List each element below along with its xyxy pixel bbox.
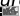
Text: Figure 2: Figure 2 — [0, 0, 20, 10]
Line: Yeast FRBD (TOR2): Yeast FRBD (TOR2) — [0, 2, 20, 16]
Legend: Yeast FRBD (TOR2): Yeast FRBD (TOR2) — [0, 0, 12, 6]
